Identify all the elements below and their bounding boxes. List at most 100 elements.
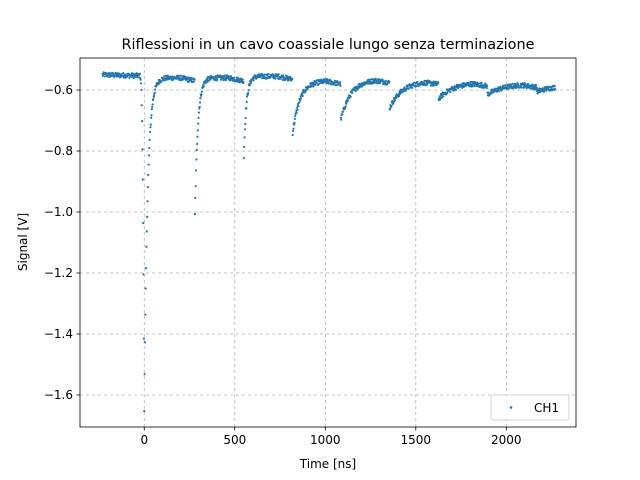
axes-frame: [79, 57, 577, 428]
axis-ticks: 0 500 1000 1500 2000 −1.6 −1.4 −1.2 −1.0 −0.8 −0.6: [44, 83, 522, 447]
data-point: [141, 178, 144, 181]
data-point: [293, 121, 296, 124]
data-point: [242, 156, 245, 160]
data-point: [142, 273, 145, 276]
data-point: [194, 169, 198, 172]
data-point: [507, 87, 510, 90]
data-point: [193, 78, 196, 81]
data-point: [341, 112, 344, 116]
data-point: [509, 84, 513, 87]
data-point: [150, 116, 153, 119]
data-point: [437, 81, 440, 85]
data-point: [197, 111, 201, 114]
data-point: [434, 81, 437, 84]
data-point: [392, 102, 395, 105]
data-point: [345, 102, 348, 105]
data-point: [534, 83, 538, 87]
data-point: [195, 158, 198, 161]
data-point: [152, 94, 156, 97]
data-point: [325, 78, 329, 81]
data-point: [123, 73, 127, 76]
data-point: [404, 89, 407, 92]
data-point: [350, 91, 354, 94]
data-point: [432, 84, 435, 87]
data-point: [486, 84, 489, 87]
data-point: [177, 74, 180, 78]
x-tick-label: 500: [223, 433, 246, 447]
data-point: [349, 95, 352, 98]
data-point: [244, 116, 247, 120]
data-point: [144, 313, 147, 316]
x-tick-label: 1000: [310, 433, 341, 447]
data-point: [153, 91, 156, 95]
data-point: [132, 76, 135, 80]
data-point: [148, 146, 151, 150]
data-point: [193, 212, 197, 216]
data-point: [143, 373, 146, 376]
data-point: [151, 103, 154, 106]
data-point: [291, 133, 294, 137]
data-point: [189, 78, 193, 82]
data-point: [294, 114, 297, 118]
data-point: [317, 83, 320, 86]
data-point: [301, 94, 304, 98]
data-point: [249, 80, 253, 83]
legend-label: CH1: [534, 401, 559, 415]
data-point: [381, 78, 384, 81]
y-tick-label: −0.6: [44, 83, 73, 97]
data-point: [296, 108, 299, 111]
data-point: [140, 88, 143, 92]
data-point: [196, 142, 199, 146]
legend: CH1: [490, 394, 570, 421]
grid-lines: [80, 58, 576, 427]
data-point: [366, 82, 370, 85]
data-point: [198, 105, 201, 109]
chart-title: Riflessioni in un cavo coassiale lungo s…: [122, 37, 535, 53]
data-point: [149, 126, 152, 129]
data-point: [375, 82, 379, 85]
data-point: [212, 75, 215, 79]
data-point: [338, 83, 341, 86]
y-tick-label: −1.0: [44, 205, 73, 219]
data-point: [249, 82, 252, 85]
data-point: [467, 82, 470, 85]
data-point: [388, 108, 392, 111]
data-point: [515, 85, 518, 88]
data-point: [379, 81, 382, 84]
data-point: [293, 117, 296, 121]
data-point: [136, 76, 139, 79]
data-point: [537, 91, 540, 94]
data-point: [411, 86, 414, 89]
data-point: [150, 114, 153, 117]
data-point: [293, 123, 296, 126]
data-point: [145, 245, 148, 248]
data-point: [194, 196, 197, 200]
data-point: [140, 104, 143, 107]
data-point: [407, 87, 410, 90]
data-point: [196, 129, 199, 132]
data-point: [454, 88, 458, 91]
data-point: [147, 163, 150, 166]
data-point: [314, 83, 317, 86]
data-point: [232, 76, 235, 80]
data-point: [315, 81, 318, 84]
data-point: [146, 215, 149, 218]
data-point: [301, 92, 304, 95]
data-point: [298, 101, 301, 104]
data-point: [103, 75, 106, 78]
data-point: [146, 186, 149, 189]
data-point: [143, 341, 147, 344]
data-point: [442, 95, 445, 98]
data-point: [497, 90, 501, 93]
data-point: [449, 90, 452, 94]
data-point: [135, 72, 138, 75]
data-point: [112, 72, 115, 75]
data-point: [197, 122, 200, 125]
data-point: [384, 79, 387, 83]
data-point: [138, 72, 142, 75]
data-point: [339, 84, 342, 87]
data-point: [471, 85, 474, 88]
data-point: [542, 88, 545, 91]
data-point: [200, 93, 203, 96]
